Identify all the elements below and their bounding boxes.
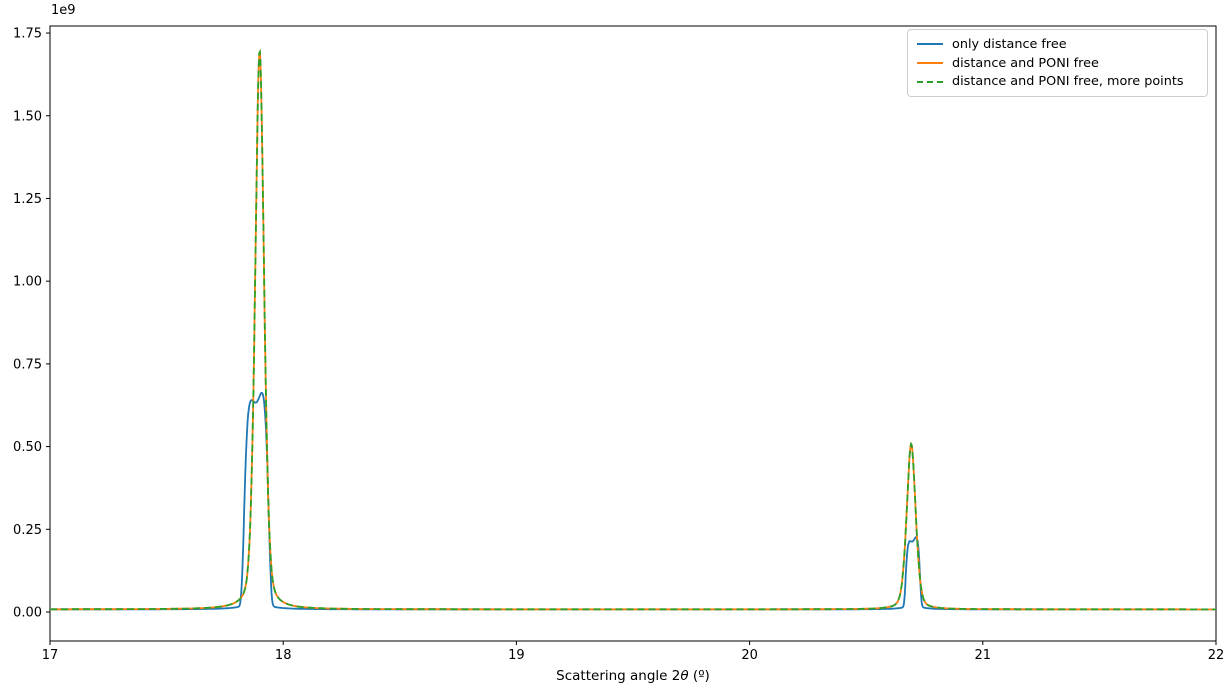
y-tick-label: 0.25 [13, 523, 42, 538]
plot-border [49, 25, 1217, 642]
y-tick-label: 0.75 [13, 357, 42, 372]
legend-item: only distance free [917, 35, 1199, 54]
legend-label: distance and PONI free, more points [952, 74, 1184, 90]
x-axis-label-suffix: (º) [688, 668, 710, 684]
legend-item: distance and PONI free, more points [917, 72, 1199, 91]
x-tick-label: 17 [42, 648, 59, 663]
legend-item: distance and PONI free [917, 54, 1199, 73]
y-tick-label: 1.25 [13, 192, 42, 207]
series-line-0 [50, 391, 1216, 611]
y-axis-offset-label: 1e9 [51, 3, 76, 18]
x-tick-label: 20 [741, 648, 758, 663]
series-line-1 [50, 48, 1216, 611]
x-tick-label: 19 [508, 648, 525, 663]
y-tick-label: 1.50 [13, 109, 42, 124]
legend-label: distance and PONI free [952, 55, 1099, 71]
legend-line-sample-orange [917, 62, 943, 64]
legend-line-sample-blue [917, 43, 943, 46]
x-tick-label: 18 [275, 648, 292, 663]
y-tick-label: 1.00 [13, 275, 42, 290]
y-tick-label: 1.75 [13, 27, 42, 42]
legend: only distance free distance and PONI fre… [907, 29, 1208, 97]
x-tick-label: 21 [975, 648, 992, 663]
series-line-2 [50, 48, 1216, 611]
y-tick-label: 0.50 [13, 440, 42, 455]
legend-line-sample-green [917, 80, 943, 83]
x-axis-label-prefix: Scattering angle 2 [556, 668, 681, 684]
x-axis-label: Scattering angle 2θ (º) [50, 668, 1216, 684]
x-tick-label: 22 [1208, 648, 1225, 663]
x-axis-label-theta: θ [680, 668, 689, 684]
legend-label: only distance free [952, 36, 1067, 52]
y-tick-label: 0.00 [13, 606, 42, 621]
